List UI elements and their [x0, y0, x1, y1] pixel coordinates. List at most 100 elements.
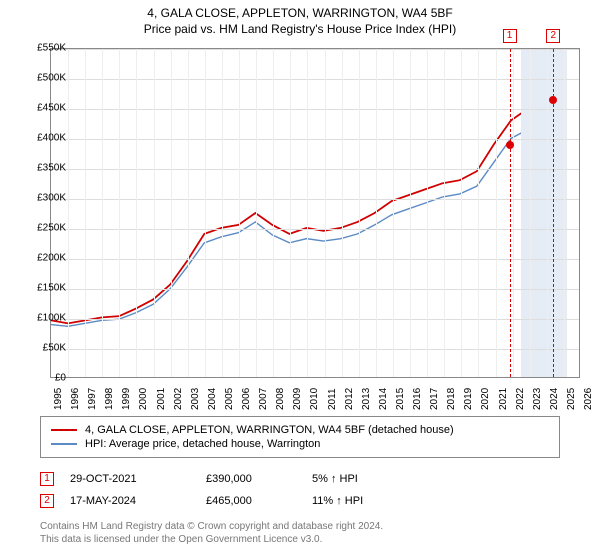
gridline-v	[530, 49, 531, 377]
gridline-h	[51, 349, 579, 350]
footnote-line: Contains HM Land Registry data © Crown c…	[40, 520, 560, 533]
y-tick-label: £300K	[37, 193, 66, 204]
x-tick-label: 2016	[412, 388, 423, 410]
footnote: Contains HM Land Registry data © Crown c…	[40, 520, 560, 546]
gridline-h	[51, 199, 579, 200]
x-tick-label: 2001	[156, 388, 167, 410]
legend-label: HPI: Average price, detached house, Warr…	[85, 438, 320, 450]
chart-lines-svg	[51, 49, 579, 377]
x-tick-label: 2009	[292, 388, 303, 410]
x-tick-label: 1997	[87, 388, 98, 410]
x-tick-label: 2025	[566, 388, 577, 410]
gridline-v	[188, 49, 189, 377]
legend-row: 4, GALA CLOSE, APPLETON, WARRINGTON, WA4…	[51, 423, 549, 437]
gridline-v	[119, 49, 120, 377]
y-tick-label: £350K	[37, 163, 66, 174]
gridline-v	[171, 49, 172, 377]
gridline-h	[51, 259, 579, 260]
gridline-v	[376, 49, 377, 377]
gridline-v	[85, 49, 86, 377]
gridline-v	[359, 49, 360, 377]
x-tick-label: 2011	[327, 388, 338, 410]
sale-date: 29-OCT-2021	[70, 473, 190, 485]
price-row: 2 17-MAY-2024 £465,000 11% ↑ HPI	[40, 490, 560, 512]
gridline-v	[136, 49, 137, 377]
projection-shade	[521, 49, 567, 377]
gridline-v	[564, 49, 565, 377]
x-tick-label: 1995	[53, 388, 64, 410]
gridline-v	[393, 49, 394, 377]
gridline-v	[342, 49, 343, 377]
price-rows: 1 29-OCT-2021 £390,000 5% ↑ HPI 2 17-MAY-2024…	[40, 468, 560, 512]
gridline-v	[325, 49, 326, 377]
gridline-v	[256, 49, 257, 377]
x-tick-label: 2012	[344, 388, 355, 410]
sale-price: £390,000	[206, 473, 296, 485]
gridline-v	[290, 49, 291, 377]
x-tick-label: 2000	[138, 388, 149, 410]
sale-pct: 5% ↑ HPI	[312, 473, 432, 485]
y-tick-label: £50K	[43, 343, 66, 354]
x-tick-label: 2013	[361, 388, 372, 410]
x-tick-label: 2019	[463, 388, 474, 410]
y-tick-label: £250K	[37, 223, 66, 234]
chart-plot-area: 12	[50, 48, 580, 378]
x-tick-label: 2003	[190, 388, 201, 410]
gridline-v	[444, 49, 445, 377]
y-tick-label: £0	[55, 373, 66, 384]
x-tick-label: 2002	[173, 388, 184, 410]
legend-label: 4, GALA CLOSE, APPLETON, WARRINGTON, WA4…	[85, 424, 454, 436]
gridline-v	[496, 49, 497, 377]
x-tick-label: 2017	[429, 388, 440, 410]
gridline-v	[154, 49, 155, 377]
x-tick-label: 2021	[498, 388, 509, 410]
marker-line	[510, 49, 511, 377]
x-tick-label: 2026	[583, 388, 594, 410]
legend-swatch	[51, 443, 77, 445]
gridline-h	[51, 169, 579, 170]
x-tick-label: 2024	[549, 388, 560, 410]
y-tick-label: £100K	[37, 313, 66, 324]
sale-pct: 11% ↑ HPI	[312, 495, 432, 507]
marker-label-box: 1	[40, 472, 54, 486]
gridline-v	[307, 49, 308, 377]
sale-date: 17-MAY-2024	[70, 495, 190, 507]
gridline-h	[51, 229, 579, 230]
sale-price: £465,000	[206, 495, 296, 507]
x-tick-label: 1998	[104, 388, 115, 410]
x-tick-label: 1999	[121, 388, 132, 410]
gridline-h	[51, 319, 579, 320]
gridline-v	[273, 49, 274, 377]
y-tick-label: £500K	[37, 73, 66, 84]
legend-row: HPI: Average price, detached house, Warr…	[51, 437, 549, 451]
gridline-v	[68, 49, 69, 377]
gridline-h	[51, 289, 579, 290]
marker-label-box: 1	[503, 29, 517, 43]
y-tick-label: £450K	[37, 103, 66, 114]
y-tick-label: £400K	[37, 133, 66, 144]
x-tick-label: 2014	[378, 388, 389, 410]
x-tick-label: 2008	[275, 388, 286, 410]
y-tick-label: £550K	[37, 43, 66, 54]
gridline-v	[547, 49, 548, 377]
marker-label-box: 2	[40, 494, 54, 508]
gridline-v	[239, 49, 240, 377]
marker-dot	[506, 141, 514, 149]
x-tick-label: 2006	[241, 388, 252, 410]
gridline-v	[410, 49, 411, 377]
x-tick-label: 1996	[70, 388, 81, 410]
legend-and-rows: 4, GALA CLOSE, APPLETON, WARRINGTON, WA4…	[40, 416, 560, 546]
x-tick-label: 2007	[258, 388, 269, 410]
chart-container: 4, GALA CLOSE, APPLETON, WARRINGTON, WA4…	[0, 0, 600, 560]
gridline-v	[461, 49, 462, 377]
gridline-h	[51, 79, 579, 80]
x-tick-label: 2020	[480, 388, 491, 410]
y-tick-label: £200K	[37, 253, 66, 264]
gridline-v	[478, 49, 479, 377]
x-tick-label: 2022	[515, 388, 526, 410]
gridline-h	[51, 49, 579, 50]
x-tick-label: 2010	[309, 388, 320, 410]
gridline-h	[51, 109, 579, 110]
x-tick-label: 2023	[532, 388, 543, 410]
footnote-line: This data is licensed under the Open Gov…	[40, 533, 560, 546]
